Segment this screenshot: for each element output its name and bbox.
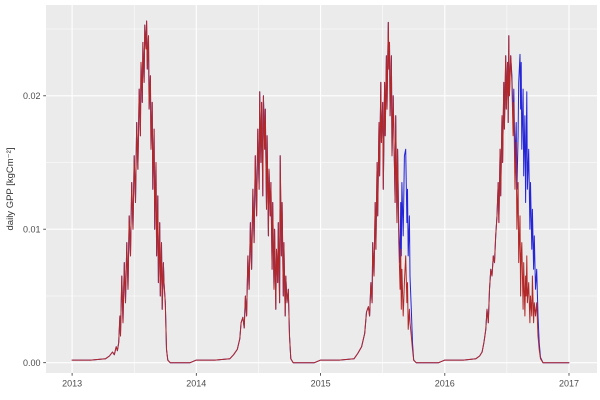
y-tick-label: 0.02 [23, 91, 41, 101]
y-axis-title: daily GPP [kgCm⁻²] [5, 148, 16, 231]
plot-panel [46, 5, 597, 373]
series-line-red [71, 20, 570, 364]
y-tick-label: 0.00 [23, 358, 41, 368]
x-tick-label: 2013 [62, 379, 82, 389]
y-tick-label: 0.01 [23, 224, 41, 234]
x-tick-label: 2014 [186, 379, 206, 389]
axis-tick-labels: 2013 2014 2015 2016 2017 0.00 0.01 0.02 [23, 91, 579, 389]
x-tick-label: 2017 [559, 379, 579, 389]
x-tick-label: 2016 [435, 379, 455, 389]
data-series-lines [71, 20, 570, 364]
axis-tick-marks [43, 95, 570, 376]
x-tick-label: 2015 [311, 379, 331, 389]
